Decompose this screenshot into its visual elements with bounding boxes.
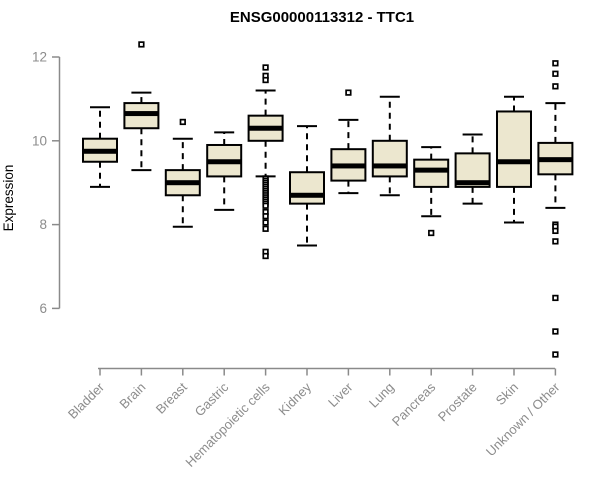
box-brain [123,41,160,172]
box-pancreas [413,146,450,237]
x-tick-label-prostate: Prostate [435,380,480,425]
x-tick-label-pancreas: Pancreas [389,379,439,429]
outlier-point [262,252,269,260]
outlier-point [552,328,559,335]
x-tick-label-liver: Liver [325,379,356,410]
outlier-point [262,202,269,209]
median-line [372,163,407,169]
x-tick-label-brain: Brain [116,380,148,412]
box-gastric [206,131,243,211]
x-tick-label-kidney: Kidney [275,379,314,418]
outlier-point [262,76,269,84]
chart-title: ENSG00000113312 - TTC1 [230,9,414,26]
x-tick-label-breast: Breast [153,379,190,416]
outlier-point [345,89,352,96]
median-line [165,180,200,186]
box-liver [330,89,367,195]
outlier-point [552,70,559,77]
outlier-point [262,64,269,71]
box-skin [496,95,532,224]
median-line [248,125,283,131]
iqr-box [371,139,408,178]
y-axis-label: Expression [1,165,16,232]
outlier-point [552,238,559,245]
outlier-point [552,83,559,90]
box-prostate [454,133,491,205]
median-line [414,167,449,173]
median-line [83,148,117,154]
outlier-point [552,351,559,358]
x-tick-label-unknown-other: Unknown / Other [483,379,563,459]
box-lung [371,95,408,197]
outlier-point [262,219,269,226]
y-tick-label: 10 [32,133,47,148]
outlier-point [552,227,559,235]
y-tick-label: 8 [39,217,47,232]
x-tick-label-gastric: Gastric [192,379,232,419]
y-tick-label: 6 [39,301,47,316]
box-breast [164,118,201,228]
median-line [538,157,573,163]
outlier-point [552,60,559,67]
box-bladder [82,106,118,188]
median-line [207,159,242,165]
median-line [290,192,324,198]
median-line [124,111,159,117]
outlier-point [428,229,435,237]
outlier-point [262,225,269,232]
median-line [455,180,490,186]
box-hematopoietic-cells [247,64,284,260]
y-tick-label: 12 [32,50,47,65]
median-line [497,159,531,165]
x-tick-label-lung: Lung [366,380,397,411]
box-kidney [289,125,325,247]
iqr-box [496,110,532,188]
outlier-point [552,294,559,302]
x-tick-label-bladder: Bladder [65,379,108,422]
outlier-point [138,41,145,48]
box-unknown-other [537,60,574,358]
iqr-box [289,171,325,205]
outlier-point [262,213,269,220]
iqr-box [413,158,450,188]
x-tick-label-skin: Skin [493,380,521,408]
median-line [331,163,366,169]
outlier-point [179,118,186,126]
